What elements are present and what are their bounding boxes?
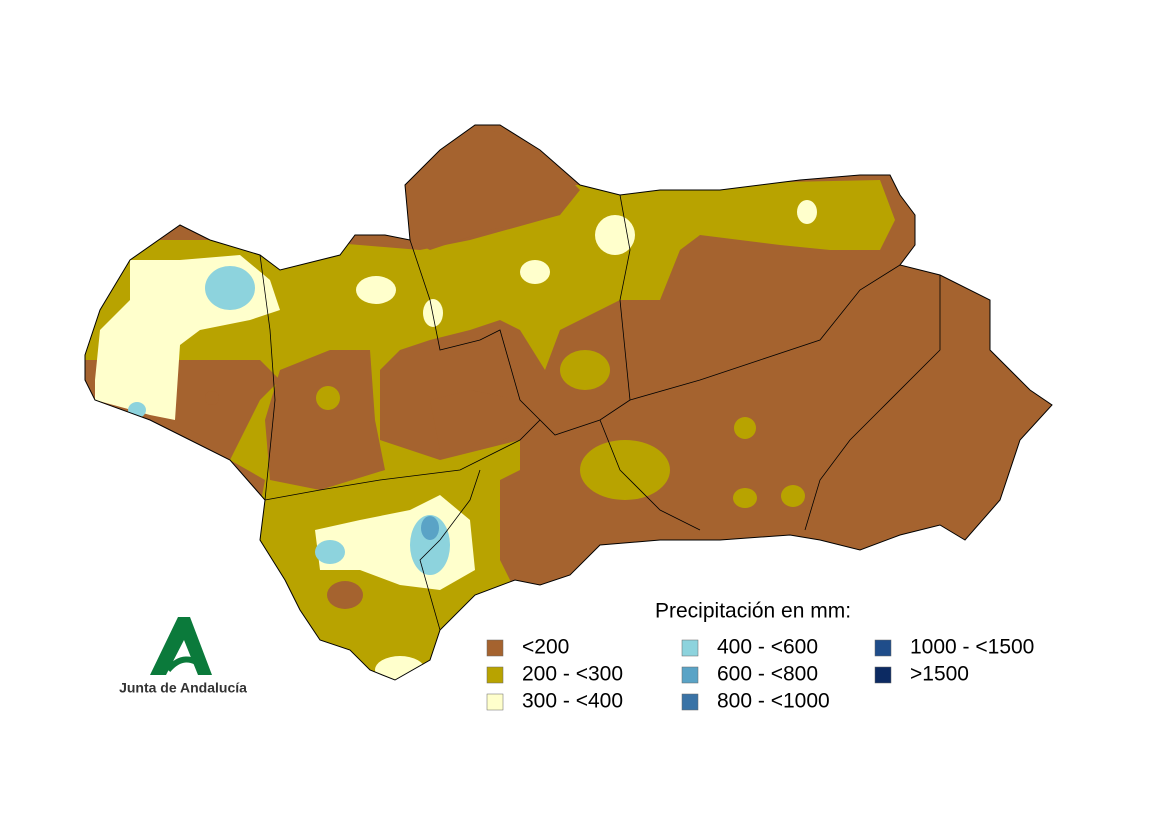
legend-title: Precipitación en mm: — [655, 600, 851, 623]
legend-swatch — [486, 666, 504, 684]
legend-swatch — [681, 666, 699, 684]
legend-label: 600 - <800 — [717, 663, 818, 686]
legend-swatch — [486, 639, 504, 657]
logo: Junta de Andalucía — [119, 617, 247, 696]
legend-swatch — [681, 693, 699, 711]
legend-label: 1000 - <1500 — [910, 636, 1034, 659]
legend-swatch — [681, 639, 699, 657]
legend-swatch — [486, 693, 504, 711]
logo-text: Junta de Andalucía — [119, 680, 247, 696]
legend-label: 300 - <400 — [522, 690, 623, 713]
legend-swatch — [874, 666, 892, 684]
legend-label: 200 - <300 — [522, 663, 623, 686]
legend-label: >1500 — [910, 663, 969, 686]
legend-swatch — [874, 639, 892, 657]
legend-label: 400 - <600 — [717, 636, 818, 659]
legend: Precipitación en mm: <200 200 - <300 300 -… — [486, 600, 1034, 713]
logo-mark — [165, 656, 208, 673]
legend-label: 800 - <1000 — [717, 690, 830, 713]
legend-label: <200 — [522, 636, 569, 659]
